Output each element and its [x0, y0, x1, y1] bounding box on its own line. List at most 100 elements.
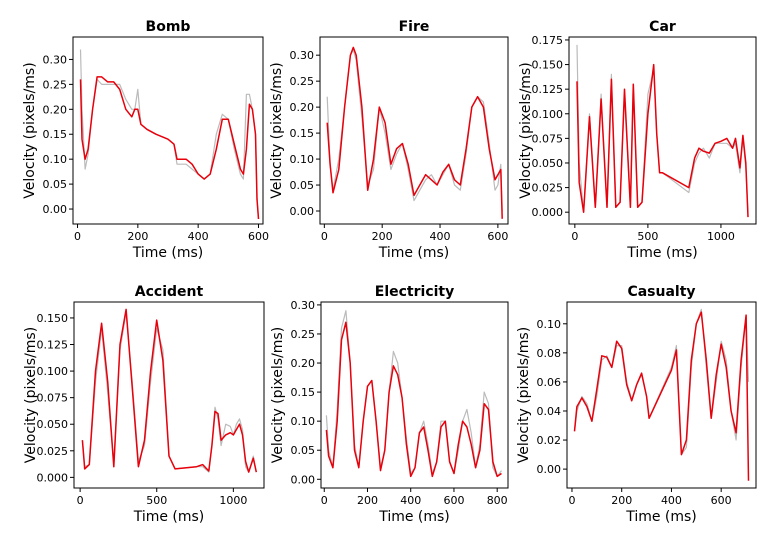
- y-tick-label: 0.05: [291, 444, 316, 457]
- y-axis-label: Velocity (pixels/ms): [22, 62, 38, 198]
- y-tick-label: 0.06: [537, 376, 562, 389]
- x-tick-label: 0: [74, 230, 81, 243]
- y-tick-label: 0.00: [537, 463, 562, 476]
- y-tick-label: 0.00: [43, 203, 68, 216]
- x-tick-label: 200: [372, 230, 393, 243]
- y-tick-label: 0.10: [291, 415, 316, 428]
- y-tick-label: 0.075: [532, 132, 564, 145]
- y-axis-label: Velocity (pixels/ms): [516, 327, 532, 463]
- x-tick-label: 800: [487, 494, 508, 507]
- y-tick-label: 0.025: [37, 445, 69, 458]
- x-tick-label: 200: [611, 494, 632, 507]
- y-tick-label: 0.30: [290, 49, 315, 62]
- x-tick-label: 1000: [707, 230, 735, 243]
- y-axis-label: Velocity (pixels/ms): [23, 327, 39, 463]
- y-tick-label: 0.175: [532, 34, 564, 47]
- x-axis-label: Time (ms): [133, 509, 205, 525]
- chart-title: Car: [649, 19, 676, 35]
- y-tick-label: 0.100: [532, 108, 564, 121]
- chart-title: Casualty: [627, 284, 695, 300]
- chart-panel: 0 200 400 600 0.00 0.05 0.10 0.15 0.20 0.25 0.30 Bo…: [22, 19, 269, 261]
- chart-panel: 0 200 400 600 800 0.00 0.05 0.10 0.15 0.20 0.25 0.3…: [270, 284, 509, 525]
- x-tick-label: 200: [127, 230, 148, 243]
- x-axis-label: Time (ms): [132, 245, 204, 261]
- chart-panel: 0 500 1000 0.000 0.025 0.050 0.075 0.100 0.125 0.…: [23, 284, 265, 525]
- plot-frame: [320, 301, 509, 489]
- x-tick-label: 0: [571, 230, 578, 243]
- series-line-reference: [573, 308, 750, 456]
- y-tick-label: 0.30: [43, 53, 68, 66]
- y-tick-label: 0.04: [537, 405, 562, 418]
- y-tick-label: 0.02: [537, 434, 562, 447]
- x-tick-label: 600: [711, 494, 732, 507]
- series-line-main: [576, 63, 749, 218]
- x-tick-label: 400: [430, 230, 451, 243]
- x-axis-label: Time (ms): [625, 509, 697, 525]
- y-tick-label: 0.05: [43, 178, 68, 191]
- y-axis-label: Velocity (pixels/ms): [270, 327, 286, 463]
- y-tick-label: 0.10: [43, 153, 68, 166]
- x-tick-label: 600: [443, 494, 464, 507]
- chart-panel: 0 200 400 600 0.00 0.02 0.04 0.06 0.08 0.10 Casual…: [516, 284, 757, 525]
- x-axis-label: Time (ms): [378, 509, 450, 525]
- x-tick-label: 200: [357, 494, 378, 507]
- series-line-main: [79, 76, 260, 220]
- y-tick-label: 0.050: [532, 157, 564, 170]
- y-tick-label: 0.05: [290, 179, 315, 192]
- x-tick-label: 600: [248, 230, 269, 243]
- x-tick-label: 400: [188, 230, 209, 243]
- x-tick-label: 500: [146, 494, 167, 507]
- y-tick-label: 0.25: [291, 328, 316, 341]
- x-tick-label: 1000: [219, 494, 247, 507]
- y-tick-label: 0.25: [290, 75, 315, 88]
- x-tick-label: 600: [487, 230, 508, 243]
- series-line-reference: [325, 310, 502, 477]
- y-tick-label: 0.125: [532, 83, 564, 96]
- y-tick-label: 0.000: [532, 206, 564, 219]
- chart-title: Electricity: [375, 284, 454, 300]
- y-tick-label: 0.10: [537, 318, 562, 331]
- y-tick-label: 0.30: [291, 299, 316, 312]
- y-tick-label: 0.075: [37, 392, 69, 405]
- x-axis-label: Time (ms): [378, 245, 450, 261]
- series-line-reference: [326, 49, 503, 212]
- plot-frame: [73, 301, 265, 489]
- x-tick-label: 0: [77, 494, 84, 507]
- x-tick-label: 0: [568, 494, 575, 507]
- y-tick-label: 0.00: [290, 205, 315, 218]
- series-line-main: [326, 46, 503, 219]
- y-tick-label: 0.100: [37, 365, 69, 378]
- y-tick-label: 0.20: [290, 101, 315, 114]
- y-tick-label: 0.20: [43, 103, 68, 116]
- series-line-main: [81, 308, 258, 473]
- y-tick-label: 0.15: [43, 128, 68, 141]
- chart-title: Bomb: [146, 19, 191, 35]
- y-tick-label: 0.25: [43, 78, 68, 91]
- y-axis-label: Velocity (pixels/ms): [518, 62, 534, 198]
- series-line-main: [573, 311, 750, 481]
- y-tick-label: 0.15: [290, 127, 315, 140]
- y-tick-label: 0.000: [37, 471, 69, 484]
- x-tick-label: 0: [321, 230, 328, 243]
- x-tick-label: 500: [637, 230, 658, 243]
- plot-frame: [72, 36, 264, 225]
- y-axis-label: Velocity (pixels/ms): [269, 62, 285, 198]
- y-tick-label: 0.00: [291, 473, 316, 486]
- x-axis-label: Time (ms): [626, 245, 698, 261]
- x-tick-label: 400: [400, 494, 421, 507]
- chart-title: Fire: [399, 19, 430, 35]
- y-tick-label: 0.150: [532, 59, 564, 72]
- y-tick-label: 0.050: [37, 418, 69, 431]
- series-line-main: [325, 321, 502, 478]
- chart-title: Accident: [135, 284, 204, 300]
- y-tick-label: 0.125: [37, 339, 69, 352]
- x-tick-label: 400: [661, 494, 682, 507]
- y-tick-label: 0.025: [532, 182, 564, 195]
- chart-panel: 0 200 400 600 0.00 0.05 0.10 0.15 0.20 0.25 0.30 Fi…: [269, 19, 509, 261]
- plot-frame: [566, 301, 757, 489]
- y-tick-label: 0.10: [290, 153, 315, 166]
- chart-panel: 0 500 1000 0.000 0.025 0.050 0.075 0.100 0.125 0.…: [518, 19, 757, 261]
- y-tick-label: 0.150: [37, 312, 69, 325]
- x-tick-label: 0: [321, 494, 328, 507]
